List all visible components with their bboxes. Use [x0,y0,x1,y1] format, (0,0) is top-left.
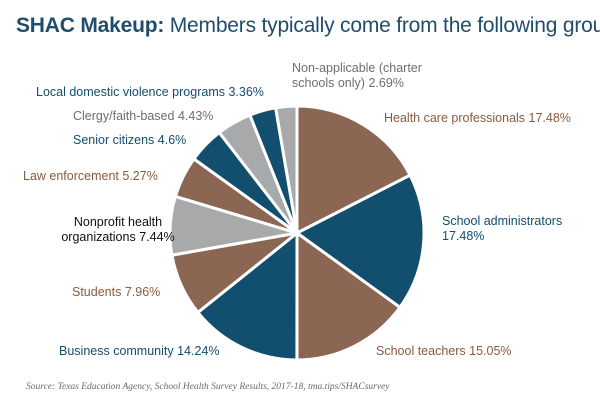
label-health-care-name: Health care professionals [384,111,526,125]
label-business-community: Business community 14.24% [59,344,220,359]
pie-slice-school-teachers [295,230,403,362]
label-school-administrators-value: 17.48% [442,229,485,243]
label-nonprofit-health: Nonprofit health organizations 7.44% [59,215,177,245]
pie-slice-health-care-professionals [295,104,413,236]
label-nonprofit-health-value: 7.44% [139,230,175,244]
label-senior-citizens-value: 4.6% [157,133,187,147]
label-school-teachers-value: 15.05% [469,344,512,358]
chart-title-rest: Members typically come from the followin… [169,14,600,37]
chart-title: SHAC Makeup: Members typically come from… [16,14,600,38]
label-non-applicable-value: 2.69% [368,76,404,90]
label-school-teachers: School teachers 15.05% [376,344,512,359]
label-law-enforcement-name: Law enforcement [23,169,119,183]
pie-slice-school-administrators [294,173,426,310]
label-clergy-value: 4.43% [177,109,214,123]
pie-slice-business-community [195,229,299,362]
label-nonprofit-health-name: Nonprofit health organizations [61,215,163,244]
chart-title-bold: SHAC Makeup: [16,14,165,37]
label-clergy: Clergy/faith-based 4.43% [73,109,213,124]
label-senior-citizens-name: Senior citizens [73,133,155,147]
label-local-domestic-violence-name: Local domestic violence programs [36,85,225,99]
source-note: Source: Texas Education Agency, School H… [26,382,390,392]
label-local-domestic-violence: Local domestic violence programs 3.36% [36,85,264,100]
label-clergy-name: Clergy/faith-based [73,109,175,123]
label-local-domestic-violence-value: 3.36% [228,85,264,99]
label-business-community-value: 14.24% [177,344,220,358]
label-law-enforcement: Law enforcement 5.27% [23,169,158,184]
label-school-teachers-name: School teachers [376,344,466,358]
label-health-care-value: 17.48% [528,111,571,125]
label-non-applicable-name: Non-applicable (charter schools only) [292,61,422,90]
label-students-value: 7.96% [124,285,161,299]
label-school-administrators: School administrators 17.48% [442,214,562,244]
label-school-administrators-name: School administrators [442,214,563,228]
label-business-community-name: Business community [59,344,174,358]
label-health-care: Health care professionals 17.48% [384,111,571,126]
label-non-applicable: Non-applicable (charter schools only) 2.… [292,61,452,91]
label-senior-citizens: Senior citizens 4.6% [73,133,186,148]
pie-slice-non-applicable-charter-schools-only [273,104,299,234]
label-students: Students 7.96% [72,285,160,300]
label-law-enforcement-value: 5.27% [122,169,158,183]
label-students-name: Students [72,285,122,299]
